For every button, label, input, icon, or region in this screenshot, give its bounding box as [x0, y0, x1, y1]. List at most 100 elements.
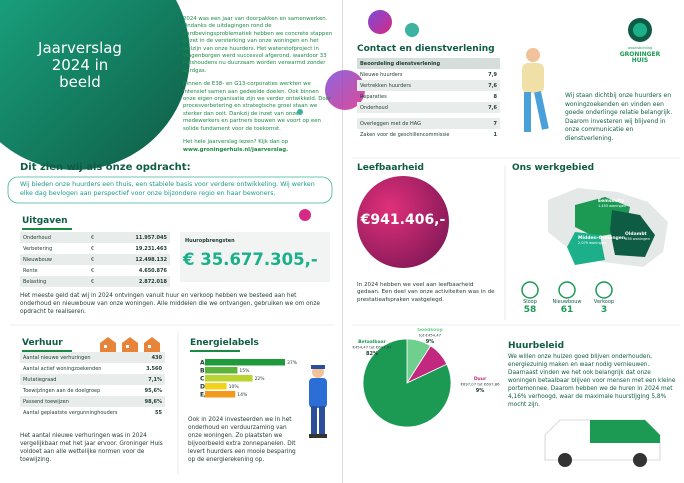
- stat-label: Nieuwbouw: [552, 299, 582, 305]
- table-row: Rente €4.650.876: [20, 265, 170, 276]
- section-title: Contact en dienstverlening: [357, 44, 495, 54]
- table-row: Reparaties 8: [357, 91, 500, 102]
- opdracht-text: Wij bieden onze huurders een thuis, een …: [20, 181, 315, 197]
- table-row: Onderhoud 7,6: [357, 102, 500, 113]
- table-row: Zaken voor de geschillencommissie 1: [357, 129, 500, 140]
- bar-label: 10%: [229, 384, 240, 390]
- row-value: 1: [493, 131, 497, 138]
- opdracht-heading: Dit zien wij als onze opdracht:: [20, 162, 191, 173]
- row-label: Rente: [23, 267, 38, 274]
- table-row: Aantal geplaatste vergunninghouders 55: [20, 407, 165, 418]
- stat-value: 3: [600, 305, 608, 315]
- row-label: Toewijzingen aan de doelgroep: [23, 387, 101, 394]
- row-label: Aantal geplaatste vergunninghouders: [23, 409, 118, 416]
- bar: [205, 367, 238, 374]
- section-title: Leefbaarheid: [357, 163, 424, 173]
- table-row: Verbetering €19.231.463: [20, 243, 170, 254]
- title-line: 2024 in beeld: [51, 56, 109, 91]
- huur-amount: € 35.677.305,-: [183, 250, 318, 269]
- table-row: Nieuwbouw €12.498.132: [20, 254, 170, 265]
- pie-sublabel: tot €454,47: [419, 333, 442, 338]
- row-value: 11.957.045: [135, 234, 167, 241]
- row-label: Aantal actief woningzoekenden: [23, 365, 102, 372]
- contact-table-2: Overleggen met de HAG 7 Zaken voor de gesc…: [357, 118, 500, 140]
- region-name: Eemsdelta: [598, 199, 625, 204]
- row-label: Passend toewijzen: [23, 398, 69, 405]
- row-value: 8: [493, 93, 497, 100]
- row-label: Zaken voor de geschillencommissie: [360, 131, 450, 138]
- row-label: Nieuwe huurders: [360, 71, 403, 78]
- table-row: Vertrekken huurders 7,6: [357, 80, 500, 91]
- pie-value: 9%: [476, 388, 485, 394]
- table-row: Overleggen met de HAG 7: [357, 118, 500, 129]
- row-value: 19.231.463: [135, 245, 167, 252]
- currency: €: [91, 245, 95, 252]
- table-row: Belasting €2.872.018: [20, 276, 170, 287]
- verhuur-text: Het aantal nieuwe verhuringen was in 202…: [20, 433, 163, 463]
- bar-category: D: [200, 384, 205, 391]
- row-value: 55: [155, 409, 162, 416]
- title-line: Jaarverslag: [38, 39, 122, 57]
- pie-value: 82%: [366, 351, 378, 357]
- section-title: Huurbeleid: [508, 341, 565, 351]
- title: Jaarverslag 2024 in beeld: [30, 40, 130, 91]
- intro-link[interactable]: www.groningerhuis.nl/jaarverslag.: [183, 146, 289, 153]
- pie-sublabel: €697,07 tot €697,86: [460, 382, 500, 387]
- section-title: Uitgaven: [22, 216, 68, 226]
- row-label: Reparaties: [360, 93, 387, 100]
- region-name: Midden-Groningen: [578, 236, 626, 241]
- leefbaarheid-amount: €941.406,-: [360, 212, 446, 228]
- pie-label: Duur: [474, 376, 487, 382]
- row-label: Vertrekken huurders: [360, 82, 411, 89]
- bar: [205, 383, 227, 390]
- table-row: Passend toewijzen 98,6%: [20, 396, 165, 407]
- row-value: 7,9: [488, 71, 497, 78]
- bar-label: 37%: [287, 360, 298, 366]
- region-count: 2.079 woningen: [578, 241, 607, 245]
- underline: [190, 350, 240, 352]
- table-header: Beoordeling dienstverlening: [357, 58, 500, 69]
- bar-label: 15%: [239, 368, 250, 374]
- pie-value: 9%: [426, 339, 435, 345]
- bar-label: 22%: [255, 376, 266, 382]
- row-label: Mutatiegraad: [23, 376, 57, 383]
- logo-name: GRONINGER: [619, 50, 661, 58]
- underline: [22, 228, 72, 230]
- huurbeleid-text: We willen onze huizen goed blijven onder…: [508, 354, 676, 408]
- logo-name: HUIS: [631, 57, 649, 64]
- verhuur-table: Aantal nieuwe verhuringen 430 Aantal actie…: [20, 352, 165, 418]
- region-count: 1.453 woningen: [598, 204, 627, 208]
- currency: €: [91, 256, 95, 263]
- region-count: 636 woningen: [625, 237, 650, 241]
- table-row: Nieuwe huurders 7,9: [357, 69, 500, 80]
- row-value: 7,6: [488, 104, 497, 111]
- table-row: Aantal actief woningzoekenden 3.560: [20, 363, 165, 374]
- stat-value: 61: [560, 305, 574, 315]
- energy-chart: A37%B15%C22%D10%E/F/G14%: [200, 359, 298, 399]
- pie-sublabel: €454,47 tot €697,07: [352, 345, 392, 350]
- row-value: 4.650.876: [138, 267, 167, 274]
- stat: Nieuwbouw 61: [547, 299, 587, 315]
- leefbaarheid-text: In 2024 hebben we veel aan leefbaarheid …: [357, 282, 495, 303]
- header-label: Beoordeling dienstverlening: [360, 60, 441, 67]
- region: Oldambt 636 woningen: [625, 232, 650, 242]
- currency: €: [91, 278, 95, 285]
- row-label: Verbetering: [23, 245, 53, 252]
- row-value: 95,6%: [144, 387, 162, 394]
- stat-value: 58: [523, 305, 537, 315]
- bar-category: A: [200, 360, 205, 367]
- table-row: Mutatiegraad 7,1%: [20, 374, 165, 385]
- row-value: 7: [493, 120, 497, 127]
- contact-text: Wij staan dichtbij onze huurders en woni…: [565, 92, 673, 142]
- uitgaven-text: Het meeste geld dat wij in 2024 ontvinge…: [20, 293, 320, 315]
- intro-paragraph: 2024 was een jaar van doorpakken en same…: [183, 16, 333, 74]
- region-name: Oldambt: [625, 232, 647, 237]
- stat: Verkoop 3: [584, 299, 624, 315]
- currency: €: [91, 267, 95, 274]
- energie-text: Ook in 2024 investeerden we in het onder…: [188, 417, 296, 463]
- table-row: Toewijzingen aan de doelgroep 95,6%: [20, 385, 165, 396]
- region: Midden-Groningen 2.079 woningen: [578, 236, 625, 246]
- currency: €: [91, 234, 95, 241]
- row-value: 430: [151, 354, 162, 361]
- row-value: 7,1%: [148, 376, 162, 383]
